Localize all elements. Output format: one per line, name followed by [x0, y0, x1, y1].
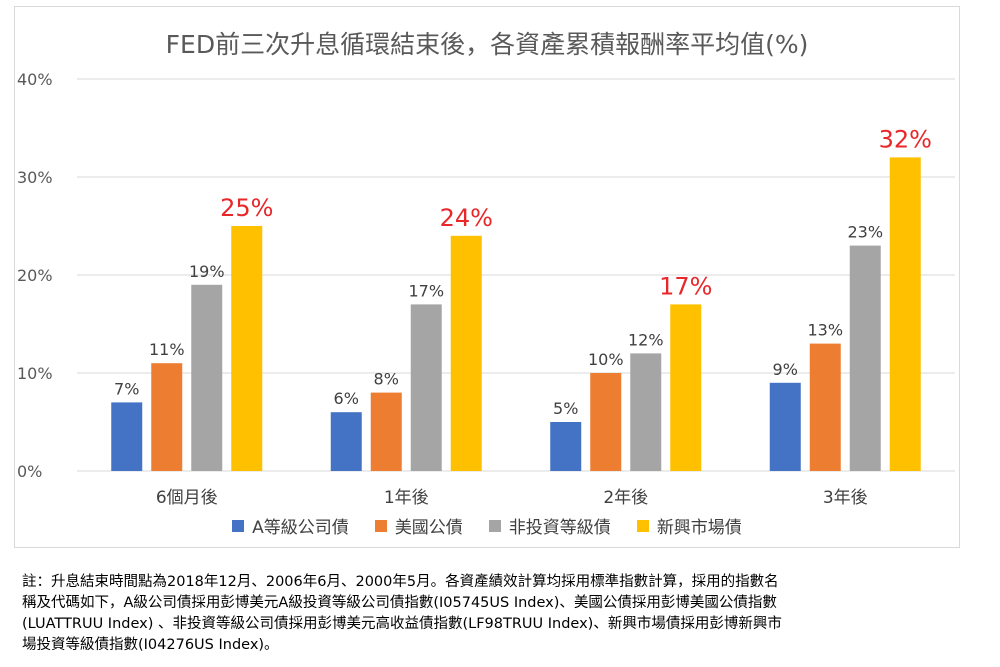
bar — [849, 245, 881, 471]
data-label: 19% — [189, 262, 225, 281]
x-tick-label: 2年後 — [603, 488, 648, 508]
data-label: 10% — [588, 350, 624, 369]
legend-item: A等級公司債 — [232, 513, 349, 538]
chart-frame: FED前三次升息循環結束後，各資產累積報酬率平均值(%) 0% 10% 20% 30%… — [14, 6, 960, 548]
bar — [111, 402, 143, 471]
bar — [450, 235, 482, 471]
bar — [670, 304, 702, 471]
bar — [191, 284, 223, 471]
bar — [809, 343, 841, 471]
y-tick-label: 20% — [17, 266, 53, 285]
data-label: 32% — [879, 125, 932, 153]
data-label: 13% — [807, 321, 843, 340]
data-label: 12% — [628, 330, 664, 349]
bar — [410, 304, 442, 471]
data-label: 9% — [773, 360, 798, 379]
bar — [231, 226, 263, 471]
y-tick-label: 30% — [17, 168, 53, 187]
legend-swatch — [636, 519, 649, 532]
legend-label: A等級公司債 — [252, 518, 349, 538]
data-label: 8% — [374, 370, 399, 389]
legend-item: 美國公債 — [374, 513, 463, 538]
data-label: 6% — [334, 389, 359, 408]
legend-swatch — [374, 519, 387, 532]
legend-swatch — [232, 519, 245, 532]
legend-item: 非投資等級債 — [488, 513, 611, 538]
x-tick-label: 6個月後 — [156, 488, 218, 508]
data-label: 5% — [553, 399, 578, 418]
x-tick-label: 1年後 — [384, 488, 429, 508]
footnote-line: (LUATTRUU Index) 、非投資等級公司債採用彭博美元高收益債指數(L… — [22, 616, 782, 632]
data-label: 23% — [847, 223, 883, 242]
data-label: 25% — [220, 194, 273, 222]
data-label: 17% — [659, 272, 712, 300]
bar-chart: 0% 10% 20% 30% 40% 7% 11% 19% 25% 6個月後 6% 8% 17% 24% 1… — [17, 70, 955, 508]
legend-swatch — [488, 519, 501, 532]
data-label: 7% — [114, 379, 139, 398]
footnote: 註：升息結束時間點為2018年12月、2006年6月、2000年5月。各資產績效… — [22, 572, 988, 656]
bar — [151, 363, 183, 471]
bar — [590, 373, 622, 471]
y-tick-label: 40% — [17, 70, 53, 89]
legend-label: 非投資等級債 — [508, 518, 611, 538]
legend: A等級公司債 美國公債 非投資等級債 新興市場債 — [15, 513, 959, 538]
data-label: 11% — [149, 340, 185, 359]
chart-title: FED前三次升息循環結束後，各資產累積報酬率平均值(%) — [165, 30, 809, 59]
bar — [769, 382, 801, 471]
x-tick-label: 3年後 — [823, 488, 868, 508]
footnote-line: 註：升息結束時間點為2018年12月、2006年6月、2000年5月。各資產績效… — [22, 574, 779, 590]
legend-label: 新興市場債 — [656, 518, 742, 538]
legend-item: 新興市場債 — [636, 513, 742, 538]
data-label: 17% — [408, 281, 444, 300]
bar — [370, 392, 402, 471]
y-tick-label: 0% — [17, 462, 42, 481]
bar — [889, 157, 921, 471]
legend-label: 美國公債 — [394, 518, 463, 538]
data-label: 24% — [440, 204, 493, 232]
footnote-line: 稱及代碼如下，A級公司債採用彭博美元A級投資等級公司債指數(I05745US I… — [22, 595, 777, 611]
bar — [330, 412, 362, 471]
bar — [550, 422, 582, 471]
y-tick-label: 10% — [17, 364, 53, 383]
bar — [630, 353, 662, 471]
footnote-line: 場投資等級債指數(I04276US Index)。 — [22, 637, 279, 653]
